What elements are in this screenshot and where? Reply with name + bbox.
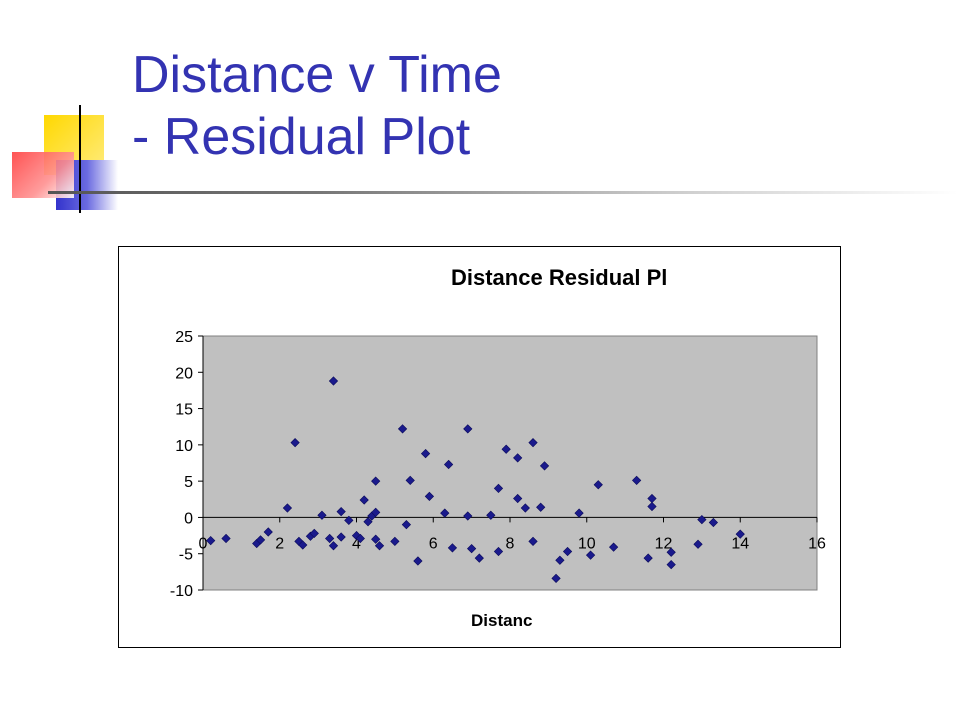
- data-point: [424, 491, 435, 502]
- decor-red-square: [12, 152, 74, 198]
- data-point: [443, 459, 454, 470]
- data-point: [447, 543, 458, 553]
- data-point: [325, 533, 335, 544]
- data-point: [413, 556, 423, 566]
- data-point: [336, 506, 346, 517]
- data-point: [486, 510, 496, 520]
- data-point: [405, 475, 415, 486]
- data-point: [371, 534, 381, 544]
- data-point: [290, 438, 300, 448]
- data-point: [282, 503, 293, 513]
- residual-chart: Distance Residual Pl 25 20 15 10 5 0 -5 -10 0 2 4…: [170, 265, 826, 630]
- data-point: [593, 480, 603, 490]
- y-axis: 25 20 15 10 5 0 -5 -10: [170, 329, 204, 600]
- data-point: [501, 444, 511, 454]
- data-point: [493, 483, 504, 494]
- data-point: [255, 535, 266, 545]
- chart-title: Distance Residual Pl: [451, 265, 667, 290]
- data-point: [371, 476, 381, 486]
- data-point: [363, 517, 373, 527]
- x-tick-label: 10: [578, 535, 596, 552]
- x-tick-label: 8: [506, 535, 515, 552]
- data-point: [520, 503, 530, 513]
- data-point: [585, 550, 596, 560]
- y-tick-label: 0: [184, 510, 193, 527]
- data-point: [608, 542, 619, 552]
- data-point: [298, 540, 308, 550]
- data-point: [328, 376, 339, 386]
- data-point: [336, 532, 346, 542]
- title-underline: [48, 191, 958, 194]
- data-point: [263, 527, 273, 537]
- x-tick-label: 2: [275, 535, 284, 552]
- data-point: [562, 546, 573, 557]
- x-axis: 0 2 4 6 8 10 12 14 16: [199, 516, 826, 552]
- chart-box: Distance Residual Pl 25 20 15 10 5 0 -5 -10 0 2 4…: [118, 246, 841, 648]
- data-point: [513, 493, 523, 504]
- y-tick-label: 10: [175, 438, 193, 455]
- data-point: [371, 507, 381, 517]
- x-tick-label: 16: [808, 535, 826, 552]
- x-tick-label: 0: [199, 535, 208, 552]
- data-point: [359, 495, 369, 505]
- data-point: [536, 502, 546, 512]
- y-tick-label: 15: [175, 402, 193, 419]
- y-tick-label: -10: [170, 583, 193, 600]
- data-point: [574, 508, 584, 518]
- data-point: [317, 510, 327, 520]
- x-tick-label: 4: [352, 535, 361, 552]
- data-point: [206, 536, 216, 546]
- data-point: [463, 424, 473, 434]
- y-tick-label: -5: [179, 547, 193, 564]
- data-point: [735, 529, 745, 539]
- x-tick-label: 12: [655, 535, 673, 552]
- data-point: [463, 511, 473, 521]
- data-point: [632, 475, 642, 486]
- data-point: [513, 453, 523, 463]
- data-point: [643, 553, 653, 563]
- plot-area: [202, 335, 818, 591]
- data-point: [551, 573, 561, 584]
- x-tick-label: 6: [429, 535, 438, 552]
- data-point: [440, 508, 450, 518]
- data-point: [693, 539, 703, 549]
- data-point: [539, 461, 550, 471]
- data-point: [666, 559, 676, 570]
- slide-title: Distance v Time - Residual Plot: [132, 44, 502, 168]
- x-axis-label: Distanc: [471, 611, 532, 630]
- data-point: [528, 438, 538, 448]
- data-point: [697, 514, 707, 525]
- data-point: [397, 424, 408, 434]
- data-point: [647, 501, 657, 512]
- data-point: [309, 528, 319, 539]
- data-point: [374, 541, 385, 551]
- decor-vertical-line: [79, 105, 81, 213]
- slide-title-line2: - Residual Plot: [132, 108, 471, 166]
- y-tick-label: 5: [184, 474, 193, 491]
- data-point: [474, 553, 484, 563]
- y-tick-label: 20: [175, 365, 193, 382]
- data-points: [206, 376, 745, 584]
- data-point: [344, 515, 354, 525]
- data-point: [555, 555, 565, 565]
- data-point: [467, 544, 477, 554]
- data-point: [708, 517, 719, 528]
- data-point: [420, 448, 431, 459]
- data-point: [666, 547, 676, 557]
- data-point: [401, 520, 412, 530]
- y-tick-label: 25: [175, 329, 193, 346]
- data-point: [390, 536, 400, 547]
- data-point: [355, 533, 365, 544]
- data-point: [221, 533, 231, 544]
- slide-title-line1: Distance v Time: [132, 46, 502, 104]
- x-tick-label: 14: [731, 535, 749, 552]
- data-point: [528, 536, 538, 547]
- data-point: [493, 546, 504, 557]
- data-point: [328, 541, 339, 551]
